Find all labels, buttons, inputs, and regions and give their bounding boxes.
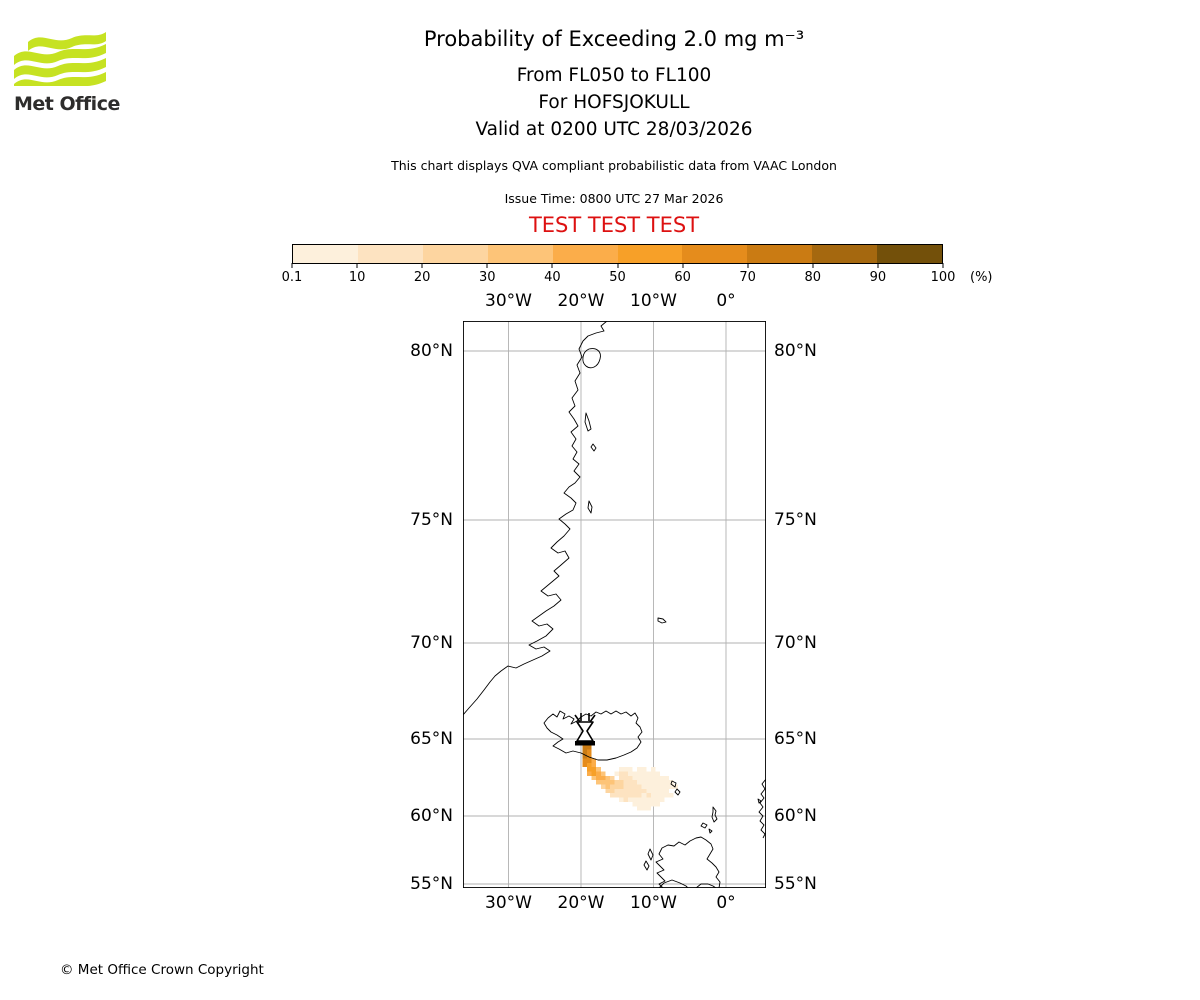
chart-title: Probability of Exceeding 2.0 mg m⁻³	[423, 27, 805, 51]
lon-tick-label-top: 30°W	[485, 291, 532, 311]
greenland-coastline	[463, 321, 608, 716]
lat-tick-label-right: 80°N	[774, 341, 817, 361]
volcano-marker-icon	[574, 713, 596, 746]
lon-tick-label-bottom: 20°W	[557, 893, 605, 913]
norway-coastline	[757, 778, 766, 839]
lon-tick-label-bottom: 0°	[716, 893, 736, 913]
coastlines	[463, 321, 766, 888]
lat-tick-label-right: 75°N	[774, 510, 817, 530]
scotland-coastline	[655, 836, 721, 888]
colorbar-tick-label: 40	[544, 270, 561, 285]
colorbar-tick	[747, 263, 749, 268]
colorbar-tick-label: 70	[739, 270, 756, 285]
colorbar-tick	[551, 263, 553, 268]
colorbar-tick-label: 20	[413, 270, 431, 285]
lat-tick-label-left: 60°N	[410, 806, 453, 826]
lon-tick-label-top: 0°	[716, 291, 736, 311]
colorbar-tick-label: 30	[479, 270, 496, 285]
subtitle-flight-levels: From FL050 to FL100	[516, 65, 712, 86]
met-office-logo-text: Met Office	[14, 93, 120, 115]
colorbar-tick-label: 50	[609, 270, 626, 285]
met-office-waves-icon	[14, 32, 106, 93]
qva-compliance-note: This chart displays QVA compliant probab…	[391, 158, 837, 173]
colorbar-segment	[877, 245, 943, 263]
lon-tick-label-bottom: 10°W	[630, 893, 677, 913]
colorbar-segment	[293, 245, 358, 263]
colorbar-segment	[552, 245, 618, 263]
lon-tick-label-bottom: 30°W	[485, 893, 532, 913]
lat-tick-label-left: 75°N	[410, 510, 453, 530]
subtitle-valid-time: Valid at 0200 UTC 28/03/2026	[475, 119, 753, 140]
lat-tick-label-right: 60°N	[774, 806, 817, 826]
issue-time: Issue Time: 0800 UTC 27 Mar 2026	[504, 191, 724, 206]
lon-tick-label-top: 10°W	[630, 291, 677, 311]
colorbar-segment	[422, 245, 488, 263]
hebrides-islands	[643, 848, 654, 871]
colorbar-segment	[487, 245, 553, 263]
jan-mayen-island	[657, 617, 667, 624]
lat-tick-label-right: 70°N	[774, 633, 817, 653]
test-banner: TEST TEST TEST	[528, 213, 700, 237]
lon-tick-label-top: 20°W	[557, 291, 605, 311]
chart-subtitle: From FL050 to FL100 For HOFSJOKULL Valid…	[475, 62, 752, 143]
colorbar-unit-label: (%)	[970, 270, 993, 285]
colorbar-tick-label: 90	[869, 270, 887, 285]
lat-tick-label-left: 80°N	[410, 341, 453, 361]
colorbar-tick	[942, 263, 944, 268]
colorbar-tick-label: 100	[930, 270, 956, 285]
lat-tick-label-left: 70°N	[410, 633, 453, 653]
map-canvas	[463, 321, 766, 888]
colorbar-tick-label: 60	[674, 270, 691, 285]
colorbar-ticks: 0.1 10 20 30 40 50 60 70 80 90 100	[282, 263, 955, 289]
met-office-logo: Met Office	[14, 28, 124, 115]
iceland-coastline	[543, 710, 643, 761]
colorbar-tick	[877, 263, 879, 268]
colorbar-tick	[617, 263, 618, 268]
faroe-islands	[670, 780, 681, 796]
colorbar-segment	[682, 245, 748, 263]
colorbar-tick	[682, 263, 684, 268]
ireland-coastline	[658, 879, 717, 888]
lat-tick-label-right: 55°N	[774, 874, 817, 894]
colorbar-tick-label: 0.1	[281, 270, 303, 285]
colorbar-tick	[486, 263, 488, 268]
colorbar-segment	[617, 245, 683, 263]
map-graticule	[463, 321, 766, 888]
colorbar	[292, 244, 943, 264]
shetland-orkney-islands	[700, 806, 718, 834]
colorbar-tick	[812, 263, 814, 268]
colorbar-tick-label: 10	[348, 270, 366, 285]
colorbar-segment	[747, 245, 813, 263]
greenland-island	[582, 348, 601, 369]
subtitle-volcano: For HOFSJOKULL	[538, 92, 690, 113]
colorbar-segment	[357, 245, 423, 263]
colorbar-tick	[356, 263, 358, 268]
offshore-islands	[584, 412, 597, 514]
lat-tick-label-left: 65°N	[410, 729, 453, 749]
colorbar-tick	[421, 263, 423, 268]
lat-tick-label-left: 55°N	[410, 874, 453, 894]
colorbar-segment	[812, 245, 878, 263]
colorbar-tick-label: 80	[804, 270, 822, 285]
copyright-text: © Met Office Crown Copyright	[60, 962, 264, 978]
lat-tick-label-right: 65°N	[774, 729, 817, 749]
colorbar-gradient	[293, 245, 943, 263]
colorbar-tick	[291, 263, 293, 268]
